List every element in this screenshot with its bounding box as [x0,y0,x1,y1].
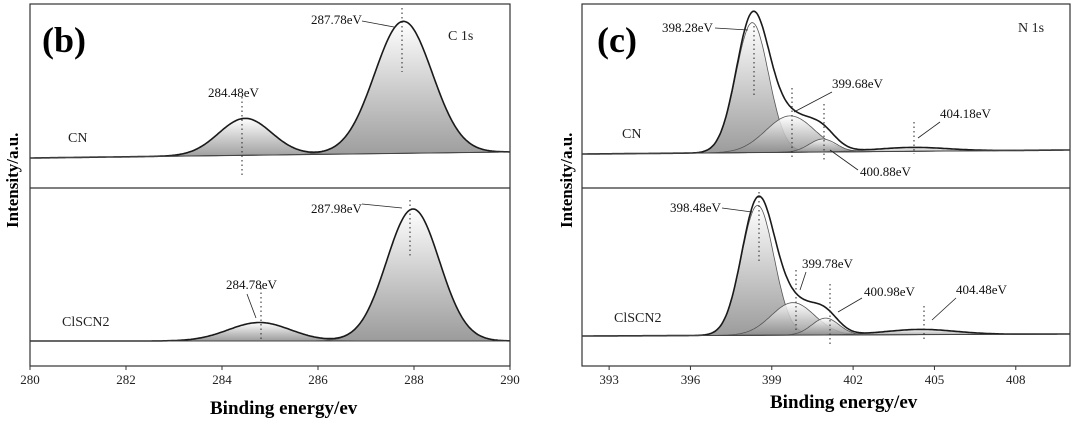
panel-c-peak-label-cn-1: 398.28eV [662,20,714,35]
panel-c-peak-arrow-clscn2-3 [837,297,863,313]
panel-c-peak-label-cn-4: 404.18eV [940,106,992,121]
panel-b-peak-arrow-clscn2-1 [246,293,257,319]
panel-b-sample-label-top: CN [68,131,87,146]
panel-c-peak-arrow-clscn2-4 [931,297,957,321]
panel-c-sample-label-bottom: ClSCN2 [614,311,661,326]
panel-b: (b) C 1s CN ClSCN2 280 282 284 286 288 290 In… [3,3,520,419]
panel-c-peak-arrow-cn-1 [714,27,749,31]
panel-c-core-level: N 1s [1018,21,1044,36]
panel-c-label: (c) [597,20,637,60]
panel-c-peak-label-cn-3: 400.88eV [860,164,912,179]
panel-b-sample-label-bottom: ClSCN2 [62,315,109,330]
panel-b-peak-label-cn-2: 287.78eV [311,12,363,27]
panel-c-sample-label-top: CN [622,127,641,142]
panel-c-x-ticks: 393 396 399 402 405 408 [599,366,1026,387]
panel-b-peak-arrow-clscn2-2 [361,203,403,209]
x-tick-label: 282 [116,372,136,387]
baseline-b0 [29,151,511,159]
panel-b-clscn2-spectrum [29,208,511,342]
panel-b-peak-label-clscn2-1: 284.78eV [226,277,278,292]
panel-b-frame [29,3,511,367]
panel-b-x-axis-label: Binding energy/ev [210,398,358,419]
baseline-c1 [581,333,1071,337]
panel-c-peak-arrow-cn-3 [829,149,859,171]
baseline-c0 [581,149,1071,155]
x-tick-label: 396 [681,372,701,387]
panel-b-label: (b) [42,20,86,60]
panel-c-peak-label-clscn2-1: 398.48eV [670,200,722,215]
panel-b-cn-spectrum [29,20,511,159]
panel-c-peak-label-clscn2-3: 400.98eV [864,284,916,299]
panel-c-clscn2-spectrum [581,195,1071,337]
panel-b-peak-label-cn-1: 284.48eV [208,85,260,100]
x-tick-label: 288 [404,372,424,387]
panel-c-peak-arrow-cn-4 [917,121,941,139]
panel-b-y-axis-label: Intensity/a.u. [3,133,22,228]
panel-b-peak-label-clscn2-2: 287.98eV [311,201,363,216]
envelope-line-c0 [582,10,1070,155]
panel-c-peak-label-clscn2-4: 404.48eV [956,282,1008,297]
panel-b-peak-arrow-cn-2 [361,20,395,28]
x-tick-label: 284 [212,372,232,387]
x-tick-label: 405 [925,372,945,387]
panel-c-cn-spectrum [581,10,1071,155]
panel-c-peak-label-cn-2: 399.68eV [832,76,884,91]
panel-b-core-level: C 1s [448,29,473,44]
panel-c-frame [581,3,1071,367]
panel-c-y-axis-label: Intensity/a.u. [557,133,576,228]
x-tick-label: 408 [1006,372,1026,387]
panel-c-peak-arrow-cn-2 [793,91,833,113]
panel-c-peak-arrow-clscn2-1 [721,207,753,213]
x-tick-label: 402 [843,372,863,387]
x-tick-label: 286 [308,372,328,387]
x-tick-label: 290 [500,372,520,387]
panel-c: (c) N 1s CN ClSCN2 393 396 399 402 405 408 In… [557,3,1071,413]
panel-c-peak-label-clscn2-2: 399.78eV [802,256,854,271]
panel-b-x-ticks: 280 282 284 286 288 290 [20,366,520,387]
x-tick-label: 393 [599,372,619,387]
panel-c-x-axis-label: Binding energy/ev [770,392,918,413]
x-tick-label: 280 [20,372,40,387]
panel-c-peak-arrow-clscn2-2 [799,271,807,291]
component-peak-c0-0 [581,22,1071,155]
x-tick-label: 399 [762,372,782,387]
